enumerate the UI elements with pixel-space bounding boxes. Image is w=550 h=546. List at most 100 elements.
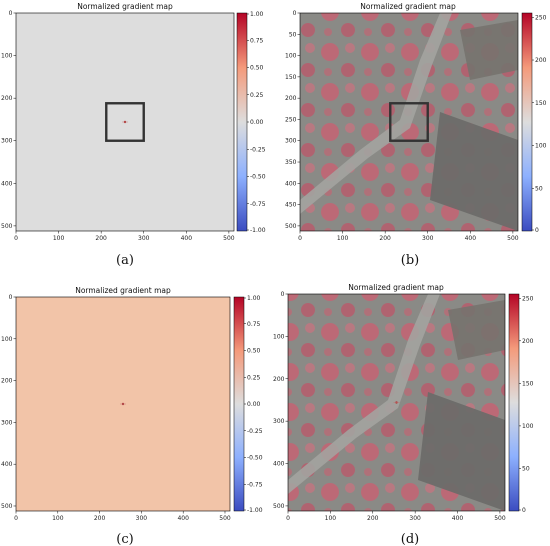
panel-a-colorbar-tick-label: -0.75	[250, 201, 266, 208]
panel-c-ytick-label: 500	[1, 503, 13, 510]
panel-d-xtick-label: 400	[452, 515, 464, 522]
panel-c-colorbar-tick-label: -0.75	[247, 481, 263, 488]
panel-d-colorbar-tick-label: 200	[522, 338, 534, 345]
panel-a-xtick-label: 200	[95, 235, 107, 242]
panel-d-colorbar-tick-label: 150	[522, 380, 534, 387]
panel-a-ytick-label: 0	[9, 10, 13, 17]
panel-a-highlight-box	[105, 102, 145, 142]
panel-c-ytick-label: 300	[1, 419, 13, 426]
panel-b-xtick-label: 200	[379, 235, 391, 242]
panel-b-xtick-label: 100	[337, 235, 349, 242]
panel-d: Normalized gradient map 0 100 200 300 400 500…	[273, 283, 534, 546]
panel-b-highlight-box	[389, 102, 429, 142]
panel-a-caption: (a)	[116, 253, 134, 268]
panel-b-ticks: 0 100 200 300 400 500050100150200250300350400…	[285, 10, 519, 242]
aerial-photo-image	[299, 12, 519, 232]
panel-b-colorbar-tick-label: 0	[535, 227, 539, 234]
panel-c-ytick-label: 100	[1, 336, 13, 343]
panel-a-colorbar-tick-label: 1.00	[250, 11, 264, 18]
panel-b-colorbar-tick-label: 100	[535, 143, 547, 150]
panel-b-ytick-label: 50	[289, 31, 297, 38]
panel-a-colorbar-tick-label: 0.50	[250, 65, 264, 72]
panel-a-xtick-label: 0	[14, 235, 18, 242]
panel-d-colorbar-tick-label: 50	[522, 465, 530, 472]
panel-b-colorbar-tick-label: 250	[535, 14, 547, 21]
panel-c-colorbar-ticks: 1.00 0.75 0.50 0.25 0.00 -0.25 -0.50 -0.75 -1.00	[244, 295, 263, 514]
panel-b-ytick-label: 200	[285, 95, 297, 102]
panel-a-colorbar	[236, 12, 248, 232]
panel-d-xtick-label: 0	[286, 515, 290, 522]
panel-d-colorbar	[508, 293, 520, 512]
panel-d-ytick-label: 200	[273, 376, 285, 383]
panel-c-xtick-label: 0	[14, 515, 18, 522]
panel-a-xtick-label: 300	[138, 235, 150, 242]
panel-b-ytick-label: 400	[285, 180, 297, 187]
panel-a-colorbar-tick-label: 0.00	[250, 119, 264, 126]
panel-a-ytick-label: 100	[1, 53, 13, 60]
panel-a-ytick-label: 300	[1, 138, 13, 145]
panel-b-ytick-label: 450	[285, 202, 297, 209]
panel-c-title: Normalized gradient map	[75, 286, 171, 295]
panel-b-xtick-label: 0	[298, 235, 302, 242]
panel-a-colorbar-tick-label: -0.50	[250, 174, 266, 181]
panel-b-ytick-label: 100	[285, 53, 297, 60]
panel-c-colorbar-tick-label: 0.75	[247, 321, 261, 328]
panel-c-ytick-label: 0	[9, 294, 13, 301]
panel-b-ytick-label: 150	[285, 74, 297, 81]
panel-b-colorbar-tick-label: 150	[535, 100, 547, 107]
panel-a-xtick-label: 100	[53, 235, 65, 242]
panel-b-xtick-label: 300	[422, 235, 434, 242]
panel-d-colorbar-tick-label: 100	[522, 423, 534, 430]
panel-a-xtick-label: 400	[181, 235, 193, 242]
panel-b-colorbar	[521, 12, 533, 232]
panel-d-ytick-label: 400	[273, 461, 285, 468]
panel-a-colorbar-tick-label: 0.75	[250, 37, 264, 44]
panel-a-ytick-label: 200	[1, 95, 13, 102]
panel-d-colorbar-tick-label: 0	[522, 507, 526, 514]
panel-a-overlay	[105, 102, 145, 142]
panel-a: Normalized gradient map 0 100 200 300 400 500…	[1, 2, 266, 268]
panel-c-xtick-label: 300	[136, 515, 148, 522]
panel-a-ytick-label: 400	[1, 180, 13, 187]
panel-b-overlay	[389, 102, 429, 142]
panel-b-colorbar-tick-label: 200	[535, 57, 547, 64]
panel-d-caption: (d)	[401, 532, 419, 546]
panel-d-ytick-label: 0	[281, 291, 285, 298]
panel-c-caption: (c)	[116, 532, 133, 546]
panel-d-ytick-label: 500	[273, 503, 285, 510]
panel-a-xtick-label: 500	[223, 235, 235, 242]
panel-c-colorbar	[233, 296, 245, 512]
panel-a-colorbar-tick-label: -0.25	[250, 146, 266, 153]
panel-d-xtick-label: 500	[494, 515, 506, 522]
panel-b-title: Normalized gradient map	[360, 2, 456, 11]
panel-c-xtick-label: 500	[219, 515, 231, 522]
panel-c-colorbar-tick-label: -0.50	[247, 455, 263, 462]
panel-b-ytick-label: 300	[285, 138, 297, 145]
panel-a-title: Normalized gradient map	[77, 2, 173, 11]
panel-d-title: Normalized gradient map	[348, 283, 444, 292]
panel-b-ytick-label: 0	[293, 10, 297, 17]
panel-c-colorbar-tick-label: 0.50	[247, 348, 261, 355]
panel-d-xtick-label: 200	[367, 515, 379, 522]
panel-b-xtick-label: 400	[465, 235, 477, 242]
panel-b-colorbar-ticks: 250 200 150 100 50 0	[532, 14, 547, 234]
panel-c-colorbar-tick-label: -1.00	[247, 507, 263, 514]
panel-b-ytick-label: 350	[285, 159, 297, 166]
panel-b: Normalized gradient map 0 100 200 300 400 500…	[285, 2, 547, 268]
panel-c-colorbar-tick-label: 1.00	[247, 295, 261, 302]
panel-c-ytick-label: 200	[1, 378, 13, 385]
panel-c-overlay	[120, 402, 126, 406]
panel-d-xtick-label: 300	[409, 515, 421, 522]
panel-b-colorbar-tick-label: 50	[535, 185, 543, 192]
panel-d-ytick-label: 100	[273, 333, 285, 340]
panel-c-colorbar-tick-label: 0.00	[247, 401, 261, 408]
panel-a-ytick-label: 500	[1, 223, 13, 230]
panel-d-xtick-label: 100	[325, 515, 337, 522]
panel-c-colorbar-tick-label: -0.25	[247, 428, 263, 435]
panel-b-ytick-label: 250	[285, 116, 297, 123]
panel-a-colorbar-tick-label: -1.00	[250, 227, 266, 234]
panel-c-xtick-label: 200	[94, 515, 106, 522]
